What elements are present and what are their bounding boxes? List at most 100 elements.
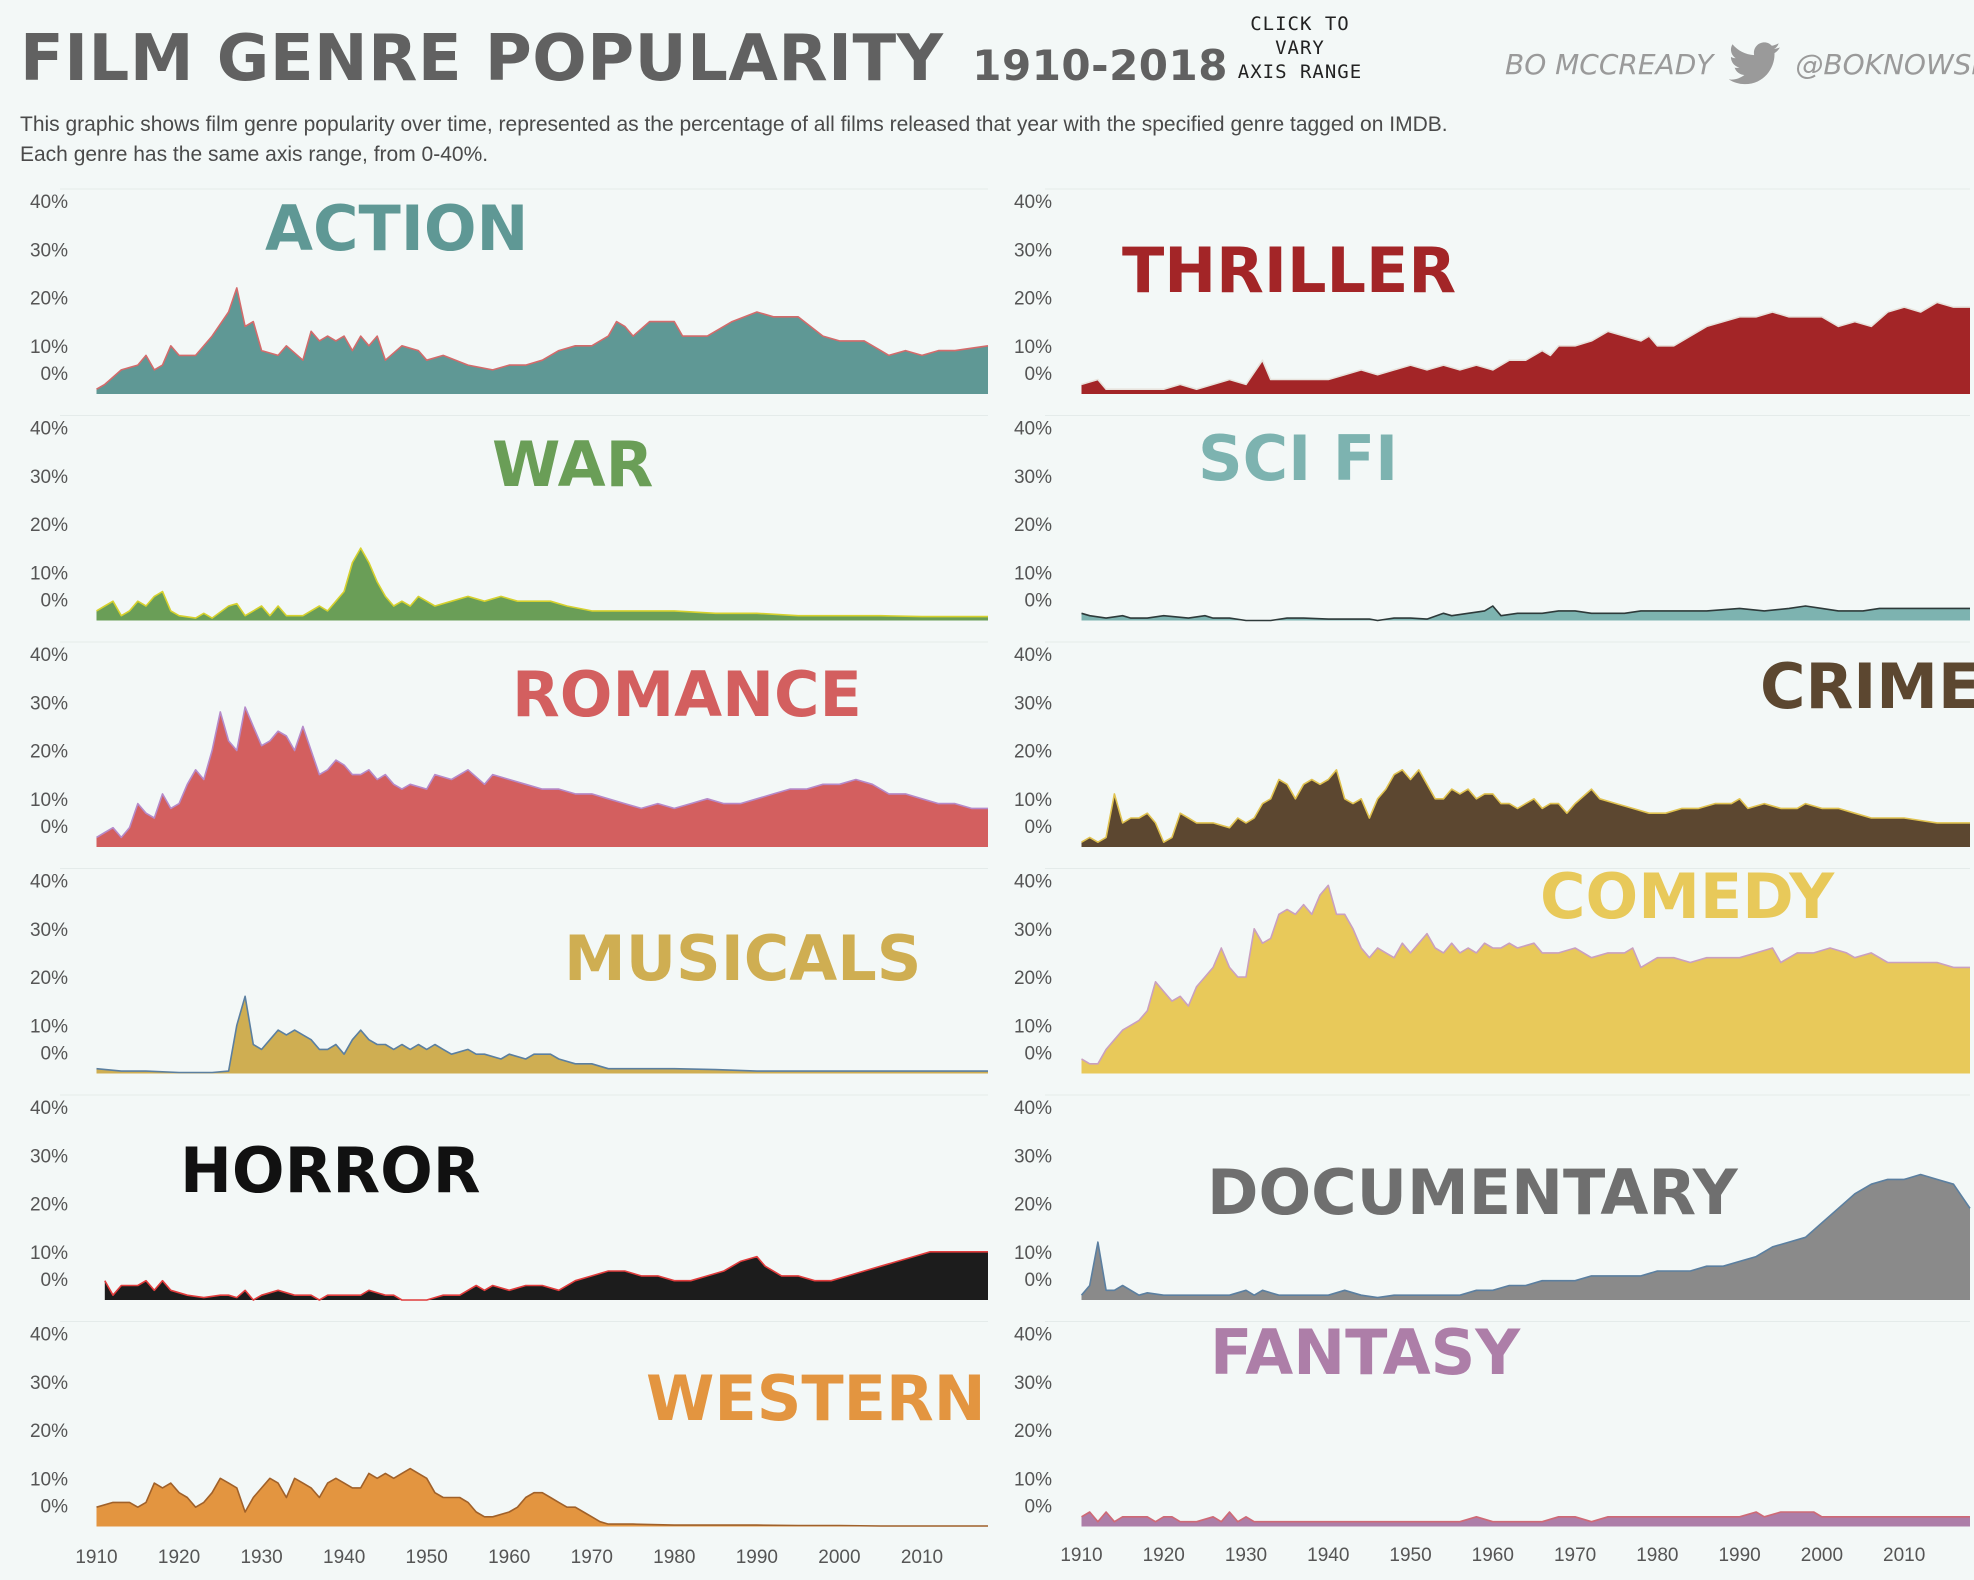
- genre-label: ACTION: [265, 192, 528, 265]
- area-horror: [104, 1251, 989, 1300]
- y-tick-label: 10%: [1014, 1469, 1052, 1490]
- y-tick-label: 30%: [30, 1146, 68, 1167]
- genre-label: WESTERN: [646, 1362, 986, 1435]
- series-line: [1080, 1173, 1971, 1299]
- x-tick-label: 1910: [75, 1547, 117, 1568]
- y-tick-label: 0%: [1025, 364, 1053, 385]
- y-tick-label: 20%: [30, 742, 68, 763]
- y-tick-label: 40%: [1014, 1325, 1052, 1346]
- series-line: [96, 706, 988, 839]
- y-tick-label: 40%: [30, 192, 68, 213]
- description-line-2: Each genre has the same axis range, from…: [20, 143, 489, 166]
- x-tick-label: 1980: [653, 1547, 695, 1568]
- y-tick-label: 0%: [41, 1270, 69, 1291]
- y-tick-label: 30%: [30, 920, 68, 941]
- y-tick-label: 0%: [1025, 1044, 1053, 1065]
- y-tick-label: 20%: [1014, 289, 1052, 310]
- y-tick-label: 40%: [30, 872, 68, 893]
- series-line: [1081, 884, 1970, 1065]
- author-name: BO MCCREADY: [1505, 47, 1714, 81]
- x-tick-label: 1980: [1636, 1545, 1678, 1566]
- area-war: [96, 548, 988, 621]
- x-tick-label: 1950: [406, 1547, 448, 1568]
- y-tick-label: 20%: [30, 515, 68, 536]
- panel-romance: 40% 30% 20% 10% 0% ROMANCE: [30, 641, 988, 847]
- area-comedy: [1081, 885, 1970, 1074]
- panel-documentary: 40% 30% 20% 10% 0% DOCUMENTARY: [1014, 1094, 1971, 1300]
- y-tick-label: 30%: [1014, 1146, 1052, 1167]
- y-tick-label: 40%: [1014, 1098, 1052, 1119]
- area-western: [96, 1468, 988, 1527]
- series-line: [1081, 301, 1970, 390]
- y-tick-label: 30%: [1014, 920, 1052, 941]
- y-tick-label: 10%: [30, 1243, 68, 1264]
- series-line: [1081, 605, 1970, 622]
- x-tick-label: 1910: [1060, 1545, 1102, 1566]
- panel-thriller: 40% 30% 20% 10% 0% THRILLER: [1014, 188, 1970, 394]
- twitter-handle-link[interactable]: @BOKNOWSDATA: [1795, 47, 1974, 81]
- series-line: [96, 1467, 988, 1527]
- area-documentary: [1081, 1174, 1970, 1300]
- y-tick-label: 10%: [1014, 1243, 1052, 1264]
- area-thriller: [1081, 302, 1970, 394]
- panel-fantasy: 40% 30% 20% 10% 0% FANTASY: [1014, 1316, 1970, 1527]
- y-tick-label: 10%: [30, 337, 68, 358]
- genre-label: MUSICALS: [564, 922, 921, 995]
- x-tick-label: 1930: [1225, 1545, 1267, 1566]
- y-tick-label: 0%: [41, 1497, 69, 1518]
- y-tick-label: 40%: [1014, 192, 1052, 213]
- y-tick-label: 20%: [1014, 742, 1052, 763]
- y-tick-label: 20%: [30, 289, 68, 310]
- area-musicals: [96, 996, 988, 1074]
- y-tick-label: 40%: [1014, 645, 1052, 666]
- y-tick-label: 30%: [1014, 693, 1052, 714]
- panel-horror: 40% 30% 20% 10% 0% HORROR: [30, 1094, 989, 1301]
- y-tick-label: 20%: [30, 968, 68, 989]
- genre-label: THRILLER: [1122, 234, 1456, 307]
- y-tick-label: 0%: [41, 364, 69, 385]
- x-tick-label: 1990: [736, 1547, 778, 1568]
- y-tick-label: 30%: [1014, 240, 1052, 261]
- y-tick-label: 10%: [1014, 1016, 1052, 1037]
- y-tick-label: 20%: [30, 1195, 68, 1216]
- panel-action: 40% 30% 20% 10% 0% ACTION: [30, 188, 989, 394]
- y-tick-label: 30%: [1014, 467, 1052, 488]
- y-tick-label: 0%: [1025, 817, 1053, 838]
- genre-label: DOCUMENTARY: [1207, 1156, 1739, 1229]
- panel-sci-fi: 40% 30% 20% 10% 0% SCI FI: [1014, 415, 1970, 622]
- genre-label: WAR: [492, 428, 653, 501]
- x-tick-label: 1950: [1389, 1545, 1431, 1566]
- genre-label: HORROR: [180, 1134, 481, 1207]
- genre-label: COMEDY: [1540, 860, 1835, 933]
- y-tick-label: 40%: [1014, 419, 1052, 440]
- title-main: FILM GENRE POPULARITY: [20, 22, 944, 96]
- area-fantasy: [1081, 1512, 1970, 1527]
- credits: BO MCCREADY @BOKNOWSDATA: [1505, 42, 1974, 86]
- panel-western: 40% 30% 20% 10% 0% WESTERN: [30, 1321, 988, 1527]
- series-line: [1081, 769, 1970, 843]
- y-tick-label: 30%: [1014, 1373, 1052, 1394]
- genre-label: FANTASY: [1210, 1316, 1521, 1389]
- y-tick-label: 10%: [30, 563, 68, 584]
- y-tick-label: 40%: [30, 419, 68, 440]
- genre-label: CRIME: [1760, 650, 1974, 723]
- twitter-bird-icon[interactable]: [1729, 42, 1781, 86]
- x-tick-label: 1960: [1472, 1545, 1514, 1566]
- y-tick-label: 10%: [1014, 563, 1052, 584]
- x-tick-label: 1960: [488, 1547, 530, 1568]
- click-line-1: CLICK TO: [1250, 13, 1350, 35]
- x-tick-label: 1970: [571, 1547, 613, 1568]
- genre-label: SCI FI: [1198, 422, 1398, 495]
- x-tick-label: 2010: [901, 1547, 943, 1568]
- y-tick-label: 0%: [1025, 1497, 1053, 1518]
- y-tick-label: 10%: [1014, 790, 1052, 811]
- title-years: 1910-2018: [972, 41, 1228, 90]
- series-line: [104, 1251, 988, 1301]
- series-line: [96, 995, 988, 1074]
- panel-musicals: 40% 30% 20% 10% 0% MUSICALS: [30, 868, 988, 1074]
- y-tick-label: 30%: [30, 1373, 68, 1394]
- y-tick-label: 10%: [30, 1016, 68, 1037]
- vary-axis-range-button[interactable]: CLICK TO VARY AXIS RANGE: [1220, 12, 1380, 84]
- series-line: [96, 287, 989, 390]
- click-line-2: VARY: [1275, 37, 1325, 59]
